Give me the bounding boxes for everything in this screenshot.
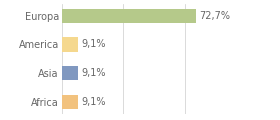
Text: 9,1%: 9,1% [81, 39, 106, 49]
Bar [62, 66, 78, 80]
Bar [62, 9, 196, 23]
Text: 9,1%: 9,1% [81, 68, 106, 78]
Text: 72,7%: 72,7% [199, 11, 230, 21]
Text: 9,1%: 9,1% [81, 97, 106, 107]
Bar [62, 95, 78, 109]
Bar [62, 37, 78, 52]
